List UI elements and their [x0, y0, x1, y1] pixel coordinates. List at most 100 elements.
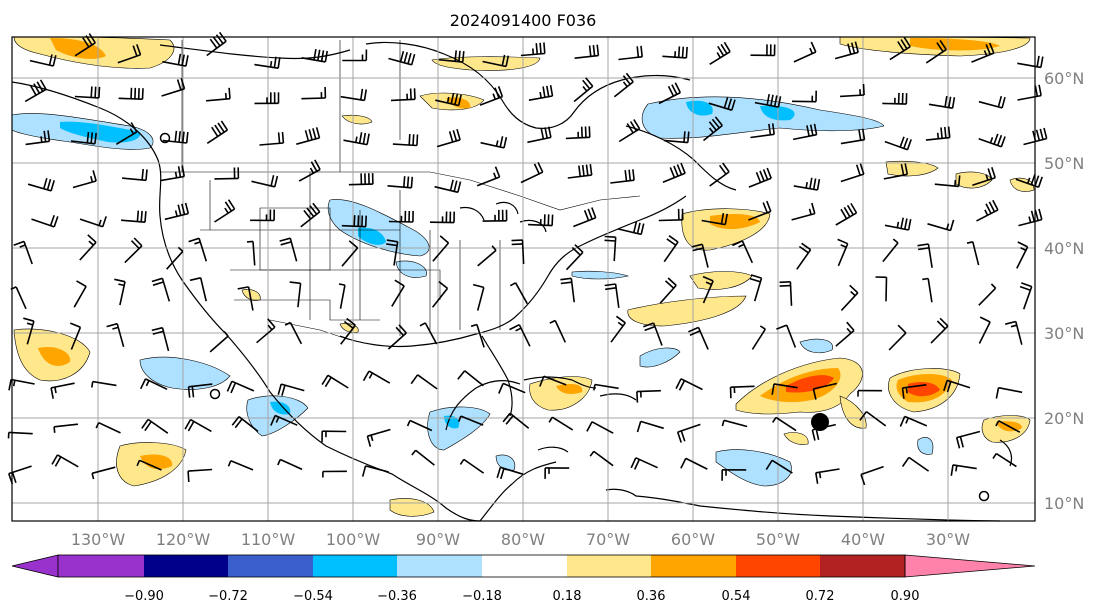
wind-barb	[630, 457, 658, 470]
wind-barb	[796, 242, 812, 270]
wind-barb	[70, 131, 97, 145]
wind-barb	[79, 234, 97, 261]
wind-barb	[565, 244, 584, 271]
wind-barb	[79, 216, 107, 228]
wind-barbs	[7, 31, 1048, 486]
wind-barb	[214, 167, 240, 180]
wind-barb	[658, 82, 682, 105]
wind-barb	[1019, 282, 1033, 310]
wind-barb	[888, 324, 907, 351]
wind-barb	[792, 123, 818, 141]
wind-barb	[141, 418, 169, 434]
wind-barb	[118, 87, 144, 100]
wind-barb	[978, 95, 1006, 109]
wind-barb	[943, 379, 971, 393]
wind-barb	[164, 202, 190, 221]
wind-barb	[901, 384, 927, 399]
wind-barb	[528, 85, 554, 101]
wind-barb	[750, 44, 776, 57]
wind-barb	[520, 42, 546, 57]
wind-barb	[362, 370, 391, 384]
wind-barb	[643, 322, 663, 346]
wind-barb	[520, 161, 544, 184]
wind-barb	[539, 375, 567, 387]
wind-barb	[972, 167, 996, 186]
colorbar-tick-label: −0.54	[293, 589, 333, 604]
wind-barb	[748, 167, 772, 188]
wind-barb	[840, 163, 865, 183]
wind-barb	[214, 199, 236, 223]
lon-label: 50°W	[756, 530, 800, 549]
wind-barb	[978, 133, 1006, 148]
wind-barb	[340, 88, 367, 102]
wind-barb	[24, 79, 47, 103]
wind-barb	[432, 235, 450, 262]
wind-barb	[709, 41, 731, 65]
wind-barb	[771, 383, 798, 395]
wind-barb	[560, 277, 575, 303]
wind-barb	[889, 36, 911, 61]
wind-barb	[978, 283, 997, 306]
wind-barb	[837, 238, 849, 267]
colorbar-segment	[820, 555, 905, 577]
wind-barb	[298, 159, 321, 182]
colorbar-extend-low	[11, 554, 59, 578]
lat-label: 30°N	[1044, 324, 1084, 343]
wind-barb	[995, 420, 1021, 433]
wind-barb	[834, 41, 859, 60]
lon-label: 110°W	[241, 530, 296, 549]
wind-barb	[161, 78, 186, 97]
wind-barb	[95, 421, 121, 434]
wind-barb	[121, 210, 147, 223]
wind-barb	[791, 202, 816, 221]
wind-barb	[901, 456, 930, 472]
wind-barb	[658, 208, 684, 222]
lon-label: 30°W	[926, 530, 970, 549]
wind-barb	[976, 199, 999, 222]
wind-barb	[429, 211, 455, 224]
wind-barb	[922, 277, 933, 303]
wind-barb	[750, 123, 775, 139]
wind-barb	[613, 72, 634, 98]
wind-barb	[431, 280, 449, 308]
wind-barb	[567, 163, 593, 179]
lon-label: 70°W	[586, 530, 630, 549]
wind-barb	[277, 458, 303, 471]
wind-barb	[387, 324, 407, 350]
wind-barb	[680, 457, 708, 470]
colorbar-tick-label: 0.72	[806, 589, 835, 604]
wind-barb	[406, 419, 433, 432]
wind-barb	[254, 92, 280, 105]
wind-barb	[23, 317, 35, 345]
wind-barb	[115, 122, 138, 145]
wind-barb	[496, 466, 524, 480]
wind-barb	[277, 383, 305, 396]
wind-barb	[13, 240, 33, 265]
wind-barb	[754, 93, 782, 108]
wind-barb	[209, 330, 229, 353]
colorbar-tick-label: 0.18	[553, 589, 582, 604]
wind-barb	[250, 209, 275, 222]
wind-barb	[511, 239, 525, 265]
wind-barb	[73, 280, 87, 308]
wind-barb	[419, 322, 438, 345]
wind-barb	[1017, 84, 1042, 101]
wind-barb	[662, 46, 688, 59]
wind-barb	[390, 88, 416, 102]
wind-barb	[509, 323, 531, 347]
wind-barb	[662, 162, 686, 184]
wind-barb	[187, 468, 213, 483]
colorbar-segment	[58, 555, 144, 577]
wind-barb	[8, 378, 35, 391]
lat-label: 50°N	[1044, 154, 1084, 173]
wind-barb	[340, 317, 357, 345]
wind-barb	[472, 283, 485, 311]
wind-barb	[184, 418, 212, 433]
wind-barb	[151, 277, 171, 302]
wind-barb	[162, 53, 189, 67]
colorbar-segment	[567, 555, 651, 577]
wind-barb	[691, 243, 709, 268]
wind-barb	[270, 414, 298, 426]
lon-label: 60°W	[671, 530, 715, 549]
wind-barb	[301, 48, 328, 63]
